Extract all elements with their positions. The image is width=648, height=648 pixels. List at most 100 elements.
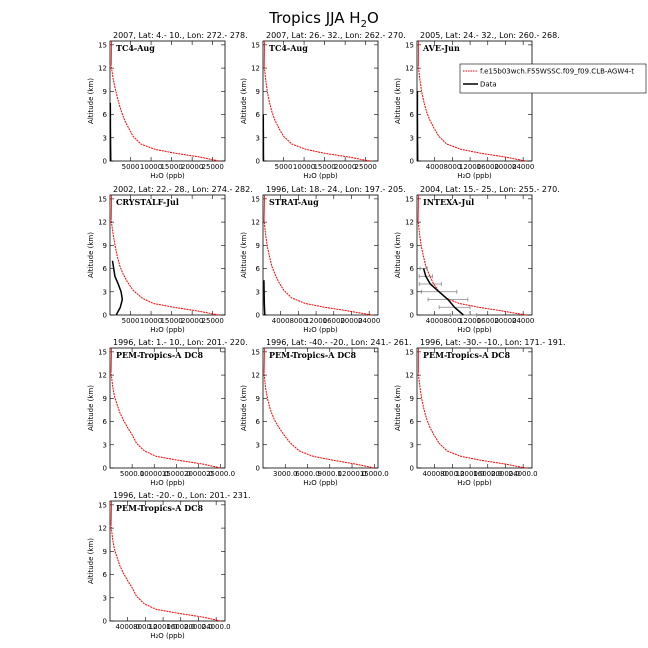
x-tick-label: 20000	[494, 317, 516, 325]
x-axis-label: H₂O (ppb)	[303, 479, 338, 487]
y-tick-label: 6	[410, 418, 415, 426]
x-tick-label: 4000	[272, 317, 290, 325]
x-tick-label: 8000	[443, 317, 461, 325]
panel-header: 2007, Lat: 26.- 32., Lon: 262.- 270.	[266, 31, 406, 40]
y-tick-label: 15	[98, 348, 107, 356]
y-axis-label: Altitude (km)	[394, 78, 402, 124]
x-tick-label: 5000	[275, 163, 293, 171]
y-tick-label: 0	[256, 465, 260, 473]
y-tick-label: 9	[103, 242, 107, 250]
x-tick-label: 20000.0	[491, 470, 520, 478]
panel-header: 1996, Lat: 18.- 24., Lon: 197.- 205.	[266, 185, 406, 194]
x-tick-label: 4000.0	[422, 470, 447, 478]
panel-header: 2007, Lat: 4.- 10., Lon: 272.- 278.	[113, 31, 248, 40]
legend: f.e15b03wch.F55WSSC.f09_f09.CLB-AGW4-t D…	[459, 63, 647, 94]
x-tick-label: 25000	[202, 163, 224, 171]
model-profile-line	[110, 525, 221, 622]
panel-header: 2005, Lat: 24.- 32., Lon: 260.- 268.	[420, 31, 560, 40]
panel-header: 1996, Lat: 1.- 10., Lon: 201.- 220.	[113, 338, 248, 347]
experiment-label: PEM-Tropics-A DC8	[116, 350, 204, 360]
y-tick-label: 15	[405, 41, 414, 49]
x-axis-label: H₂O (ppb)	[457, 326, 492, 334]
experiment-label: AVE-Jun	[422, 43, 460, 53]
y-tick-label: 6	[410, 265, 415, 273]
model-profile-line	[110, 65, 219, 162]
x-tick-label: 20000.0	[184, 623, 213, 631]
x-tick-label: 25000.0	[206, 470, 235, 478]
y-tick-label: 12	[405, 219, 414, 227]
y-axis-label: Altitude (km)	[240, 78, 248, 124]
x-axis-label: H₂O (ppb)	[150, 479, 185, 487]
y-tick-label: 3	[103, 441, 107, 449]
x-tick-label: 8000	[289, 317, 307, 325]
y-tick-label: 0	[256, 158, 260, 166]
x-tick-label: 15000.0	[360, 470, 389, 478]
x-axis-label: H₂O (ppb)	[457, 172, 492, 180]
x-axis-label: H₂O (ppb)	[150, 632, 185, 640]
x-axis-label: H₂O (ppb)	[303, 326, 338, 334]
plot-frame	[262, 194, 379, 316]
y-axis-label: Altitude (km)	[394, 385, 402, 431]
model-profile-line	[263, 220, 372, 316]
y-tick-label: 0	[103, 158, 107, 166]
y-tick-label: 9	[256, 88, 260, 96]
model-profile-line	[417, 220, 526, 316]
x-tick-label: 15000	[313, 163, 335, 171]
x-tick-label: 16000.0	[473, 470, 502, 478]
x-tick-label: 12000.0	[456, 470, 485, 478]
x-tick-label: 25000	[355, 163, 377, 171]
x-tick-label: 24000	[358, 317, 380, 325]
y-tick-label: 3	[410, 134, 414, 142]
x-tick-label: 6000.0	[295, 470, 320, 478]
y-tick-label: 12	[251, 219, 260, 227]
figure-title: Tropics JJA H2O	[268, 9, 379, 30]
x-tick-label: 20000	[334, 163, 356, 171]
y-tick-label: 9	[256, 242, 260, 250]
observed-profile-line	[263, 280, 266, 316]
y-tick-label: 15	[251, 195, 260, 203]
x-tick-label: 25000	[202, 317, 224, 325]
x-tick-label: 12000.0	[338, 470, 367, 478]
y-tick-label: 3	[410, 441, 414, 449]
x-tick-label: 15000	[160, 163, 182, 171]
plot-frame	[109, 194, 226, 316]
x-tick-label: 12000	[459, 163, 481, 171]
x-tick-label: 5000.0	[120, 470, 145, 478]
plot-frame	[262, 347, 379, 469]
model-profile-line	[417, 66, 526, 162]
y-tick-label: 6	[256, 265, 261, 273]
y-tick-label: 3	[103, 134, 107, 142]
x-axis-label: H₂O (ppb)	[303, 172, 338, 180]
experiment-label: PEM-Tropics-A DC8	[423, 350, 511, 360]
y-tick-label: 3	[256, 288, 260, 296]
x-tick-label: 24000	[512, 163, 534, 171]
y-tick-label: 6	[256, 111, 261, 119]
x-tick-label: 15000.0	[162, 470, 191, 478]
y-tick-label: 12	[251, 65, 260, 73]
y-tick-label: 6	[410, 111, 415, 119]
y-axis-label: Altitude (km)	[87, 232, 95, 278]
x-axis-label: H₂O (ppb)	[150, 326, 185, 334]
panel-header: 2002, Lat: 22.- 28., Lon: 274.- 282.	[113, 185, 253, 194]
x-tick-label: 10000	[140, 163, 162, 171]
y-tick-label: 12	[251, 372, 260, 380]
plot-frame	[416, 194, 533, 316]
model-profile-line	[110, 372, 221, 469]
panel-5: 1996, Lat: 18.- 24., Lon: 197.- 205. STRA…	[240, 185, 406, 334]
y-tick-label: 15	[405, 195, 414, 203]
panel-6: 2004, Lat: 15.- 25., Lon: 255.- 270. INTE…	[394, 185, 560, 334]
x-tick-label: 9000.0	[318, 470, 343, 478]
x-tick-label: 24000.0	[202, 623, 231, 631]
experiment-label: TC4-Aug	[116, 43, 155, 53]
panel-2: 2007, Lat: 26.- 32., Lon: 262.- 270. TC4-…	[240, 31, 406, 180]
legend-box	[459, 63, 647, 94]
x-tick-label: 20000.0	[184, 470, 213, 478]
y-tick-label: 9	[410, 88, 414, 96]
experiment-label: INTEXA-Jul	[423, 197, 474, 207]
y-tick-label: 15	[98, 195, 107, 203]
plot-frame	[416, 347, 533, 469]
y-tick-label: 6	[103, 265, 108, 273]
y-tick-label: 12	[98, 372, 107, 380]
x-tick-label: 24000.0	[509, 470, 538, 478]
